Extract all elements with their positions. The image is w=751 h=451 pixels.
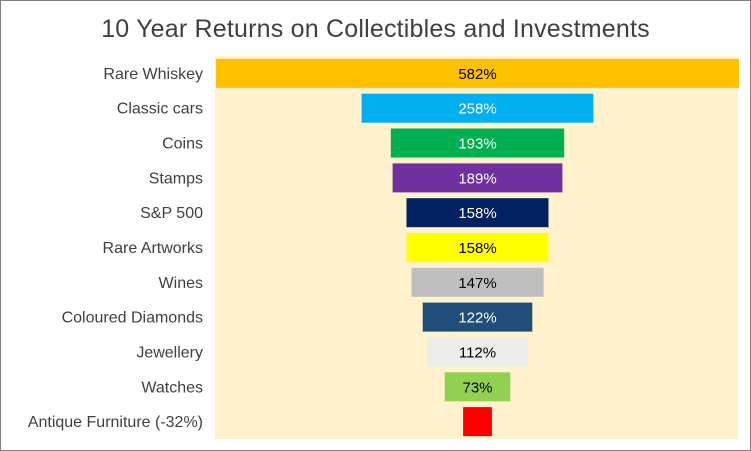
data-label-9: 73%: [462, 379, 492, 396]
data-label-3: 189%: [458, 170, 496, 187]
bar-0: [216, 58, 739, 88]
chart-title: 10 Year Returns on Collectibles and Inve…: [101, 15, 650, 43]
data-label-6: 147%: [458, 275, 496, 292]
data-label-1: 258%: [458, 101, 496, 118]
data-label-2: 193%: [458, 136, 496, 153]
category-label-2: Coins: [162, 136, 203, 153]
bar-3: [392, 163, 563, 193]
bar-9: [444, 372, 511, 402]
category-label-8: Jewellery: [136, 345, 203, 362]
data-label-5: 158%: [458, 240, 496, 257]
category-label-10: Antique Furniture (-32%): [28, 414, 203, 431]
data-label-4: 158%: [458, 205, 496, 222]
data-label-7: 122%: [458, 310, 496, 327]
category-label-1: Classic cars: [117, 101, 203, 118]
category-label-5: Rare Artworks: [103, 240, 203, 257]
bar-7: [422, 302, 533, 332]
bar-8: [427, 337, 528, 367]
bar-1: [361, 93, 594, 123]
category-label-6: Wines: [159, 275, 203, 292]
category-label-4: S&P 500: [140, 205, 203, 222]
category-label-3: Stamps: [149, 170, 203, 187]
data-label-0: 582%: [458, 66, 496, 83]
bar-4: [406, 198, 549, 228]
bar-2: [390, 128, 565, 158]
category-label-7: Coloured Diamonds: [62, 310, 203, 327]
bar-10: [463, 407, 492, 437]
data-label-8: 112%: [459, 345, 496, 362]
category-label-9: Watches: [141, 379, 203, 396]
category-label-0: Rare Whiskey: [103, 66, 203, 83]
bar-6: [411, 267, 544, 297]
bar-5: [406, 233, 549, 262]
